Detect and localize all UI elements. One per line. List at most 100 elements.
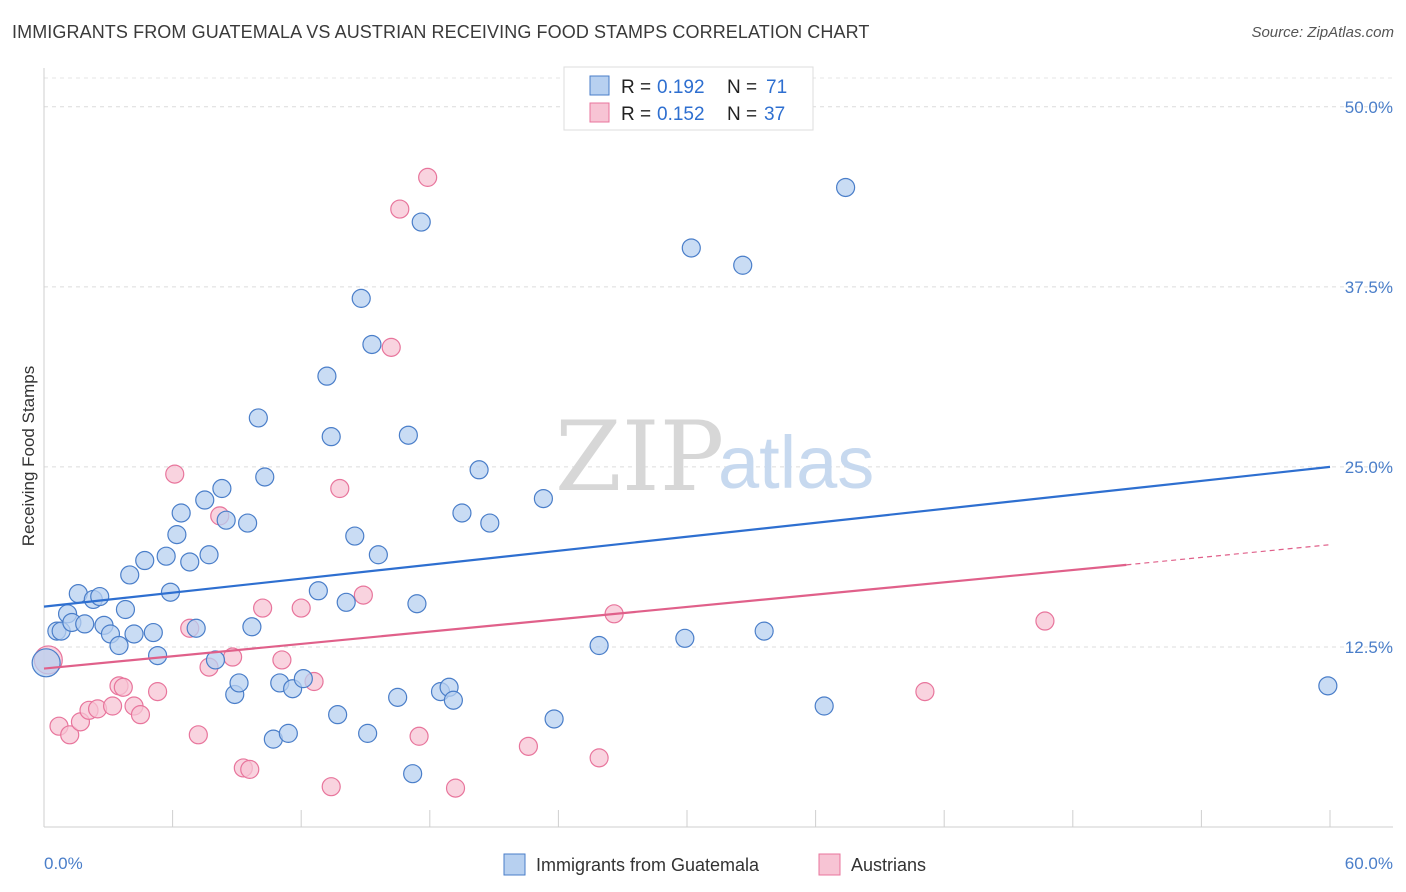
data-point xyxy=(317,366,337,386)
stats-box: R = 0.192 N = 71 R = 0.152 N = 37 xyxy=(563,66,814,131)
data-point xyxy=(321,777,341,797)
data-point xyxy=(351,288,371,308)
axes xyxy=(43,68,1393,828)
data-point xyxy=(518,736,538,756)
data-point xyxy=(130,705,151,725)
data-point xyxy=(113,677,133,697)
legend-label-austrians: Austrians xyxy=(851,855,926,875)
watermark-zip: ZIP xyxy=(555,401,724,513)
data-point xyxy=(147,645,168,666)
trend-line-austrians xyxy=(43,563,1127,670)
stat-n-value-1: 71 xyxy=(766,77,787,98)
data-point xyxy=(167,525,187,545)
data-point xyxy=(480,513,500,533)
data-point xyxy=(336,592,356,612)
data-point xyxy=(212,478,232,499)
data-point xyxy=(362,334,382,355)
data-point xyxy=(589,635,609,656)
stat-n-label-2: N = xyxy=(727,104,757,125)
data-point xyxy=(238,513,258,533)
bottom-legend: Immigrants from Guatemala Austrians xyxy=(503,853,926,876)
data-point xyxy=(156,546,176,566)
data-point xyxy=(195,490,215,510)
data-point xyxy=(291,598,311,618)
stat-r-value-2: 0.152 xyxy=(657,104,705,125)
data-point xyxy=(1035,611,1055,631)
data-point xyxy=(229,673,249,693)
legend-swatch-austrians xyxy=(818,853,841,876)
chart-title: IMMIGRANTS FROM GUATEMALA VS AUSTRIAN RE… xyxy=(12,22,870,42)
y-tick-label: 12.5% xyxy=(1345,638,1393,657)
data-point xyxy=(186,618,206,638)
trend-lines xyxy=(43,465,1331,670)
data-point xyxy=(180,552,200,572)
trend-line-austrians-extension xyxy=(1126,544,1331,566)
y-tick-label: 25.0% xyxy=(1345,458,1393,477)
data-point xyxy=(147,682,168,702)
data-point xyxy=(199,545,219,565)
data-point xyxy=(109,635,129,656)
data-point xyxy=(143,622,163,643)
x-tick-label-max: 60.0% xyxy=(1345,854,1393,873)
gridlines xyxy=(44,77,1393,648)
data-point xyxy=(205,650,226,670)
data-point xyxy=(353,585,373,605)
data-point xyxy=(589,748,609,768)
data-point xyxy=(915,682,935,702)
data-point xyxy=(171,503,191,523)
trend-line-guatemala xyxy=(43,465,1331,608)
data-point xyxy=(544,709,564,729)
y-tick-labels: 12.5% 25.0% 37.5% 50.0% xyxy=(1345,98,1393,657)
data-point xyxy=(90,586,110,607)
stats-swatch-guatemala xyxy=(589,75,610,96)
x-tick-label-min: 0.0% xyxy=(44,854,83,873)
data-point xyxy=(272,650,292,670)
stat-r-value-1: 0.192 xyxy=(657,77,705,98)
data-point xyxy=(278,723,298,743)
data-point xyxy=(533,488,553,509)
data-point xyxy=(368,545,388,565)
data-point xyxy=(409,726,429,746)
data-point xyxy=(418,167,438,187)
stat-n-label-1: N = xyxy=(727,77,757,98)
data-point xyxy=(165,464,185,484)
data-point xyxy=(120,565,140,585)
data-point xyxy=(308,581,328,601)
data-point xyxy=(321,427,341,447)
y-tick-label: 37.5% xyxy=(1345,278,1393,297)
data-point xyxy=(135,550,155,571)
data-point xyxy=(60,725,80,745)
data-point xyxy=(124,624,144,644)
data-point xyxy=(381,337,401,357)
data-point xyxy=(330,478,350,499)
stat-n-value-2: 37 xyxy=(764,104,785,125)
data-point xyxy=(407,594,427,614)
data-point xyxy=(358,723,378,743)
data-point xyxy=(443,690,463,710)
data-point xyxy=(255,467,275,487)
data-point xyxy=(675,628,695,648)
watermark-atlas: atlas xyxy=(718,421,874,504)
guatemala-points xyxy=(31,177,1338,784)
data-point xyxy=(345,526,365,546)
data-point xyxy=(240,759,260,779)
data-point xyxy=(328,705,348,725)
data-point xyxy=(242,617,262,637)
y-tick-label: 50.0% xyxy=(1345,98,1393,117)
data-point xyxy=(216,510,236,530)
data-point xyxy=(411,212,431,232)
data-point xyxy=(188,725,208,745)
data-point xyxy=(390,199,410,219)
data-point xyxy=(102,696,123,716)
data-point xyxy=(293,669,313,689)
data-point xyxy=(814,696,834,716)
data-point xyxy=(248,408,268,428)
stat-r-label-2: R = xyxy=(621,104,651,125)
austrians-points xyxy=(33,167,1055,798)
data-point xyxy=(452,503,472,523)
data-point xyxy=(1318,676,1338,696)
stats-swatch-austrians xyxy=(589,102,610,123)
data-point xyxy=(754,621,774,641)
legend-swatch-guatemala xyxy=(503,853,526,876)
